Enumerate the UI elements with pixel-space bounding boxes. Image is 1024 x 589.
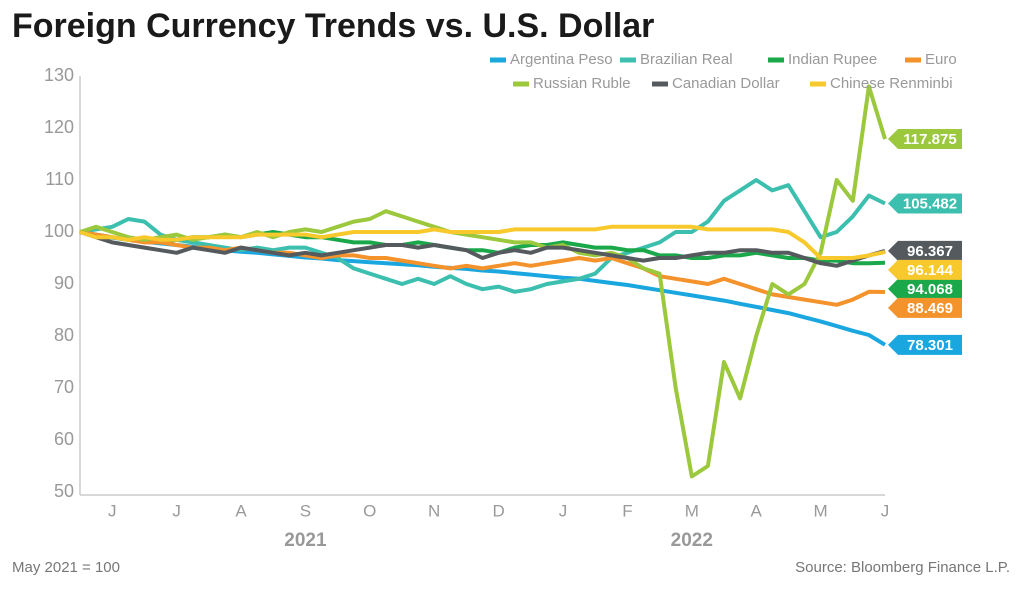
source: Source: Bloomberg Finance L.P. <box>795 559 1010 576</box>
x-tick-label: D <box>492 501 504 520</box>
legend-label: Indian Rupee <box>788 51 877 68</box>
y-tick-label: 60 <box>54 429 74 449</box>
legend-label: Argentina Peso <box>510 51 613 68</box>
end-label: 105.482 <box>903 195 957 212</box>
series-line <box>79 178 886 294</box>
x-tick-label: N <box>428 501 440 520</box>
y-tick-label: 120 <box>44 117 74 137</box>
series-line <box>79 230 886 307</box>
y-tick-label: 50 <box>54 481 74 501</box>
x-tick-label: J <box>172 501 181 520</box>
end-tag <box>888 297 962 318</box>
end-tag <box>888 129 962 150</box>
x-tick-label: S <box>300 501 311 520</box>
y-tick-label: 130 <box>44 65 74 85</box>
end-tag <box>888 278 962 299</box>
x-tick-label: F <box>622 501 632 520</box>
x-tick-label: M <box>814 501 828 520</box>
end-label: 96.144 <box>907 262 954 279</box>
series-line <box>79 230 886 268</box>
end-tag <box>888 193 962 214</box>
year-label: 2021 <box>284 530 327 551</box>
end-label: 78.301 <box>907 337 953 354</box>
y-tick-label: 70 <box>54 377 74 397</box>
x-tick-label: O <box>363 501 376 520</box>
y-tick-label: 100 <box>44 221 74 241</box>
legend-label: Russian Ruble <box>533 75 631 92</box>
end-tag <box>888 259 962 280</box>
end-tag <box>888 240 962 261</box>
x-tick-label: A <box>751 501 763 520</box>
end-label: 117.875 <box>903 131 956 148</box>
series-line <box>79 224 886 260</box>
x-tick-label: J <box>559 501 568 520</box>
legend-label: Brazilian Real <box>640 51 733 68</box>
y-tick-label: 80 <box>54 325 74 345</box>
legend-label: Chinese Renminbi <box>830 75 953 92</box>
end-label: 88.469 <box>907 300 953 317</box>
end-tag <box>888 334 962 355</box>
chart-title: Foreign Currency Trends vs. U.S. Dollar <box>12 7 654 45</box>
x-tick-label: M <box>685 501 699 520</box>
legend-label: Euro <box>925 51 957 68</box>
year-label: 2022 <box>671 530 713 551</box>
y-tick-label: 90 <box>54 273 74 293</box>
y-tick-label: 110 <box>45 169 74 189</box>
x-tick-label: J <box>881 501 890 520</box>
legend-label: Canadian Dollar <box>672 75 780 92</box>
end-label: 96.367 <box>907 243 953 260</box>
series-line <box>79 84 887 479</box>
end-label: 94.068 <box>907 281 953 298</box>
footnote: May 2021 = 100 <box>12 559 120 576</box>
x-tick-label: A <box>235 501 247 520</box>
x-tick-label: J <box>108 501 117 520</box>
